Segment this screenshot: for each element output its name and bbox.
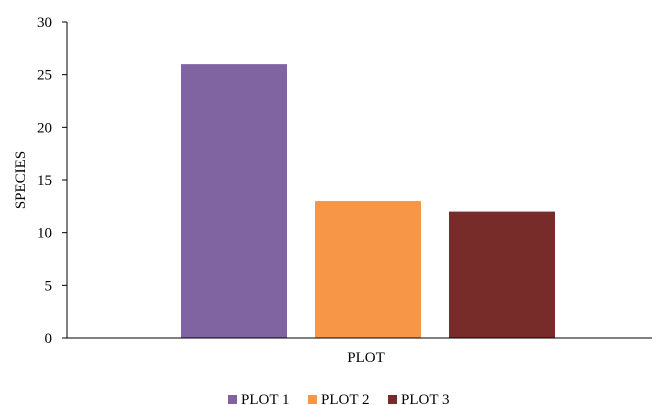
bar-3 xyxy=(449,211,555,338)
y-tick-label: 0 xyxy=(45,331,53,347)
y-tick-label: 20 xyxy=(37,120,52,136)
y-tick-label: 25 xyxy=(37,68,52,84)
legend-swatch-3 xyxy=(388,395,397,404)
bar-1 xyxy=(181,64,287,338)
legend-label-3: PLOT 3 xyxy=(401,392,449,405)
legend-label-1: PLOT 1 xyxy=(241,392,289,405)
legend-swatch-1 xyxy=(228,395,237,404)
y-axis-label: SPECIES xyxy=(13,151,29,209)
bars xyxy=(181,64,555,338)
bar-2 xyxy=(315,201,421,338)
y-tick-label: 10 xyxy=(37,226,52,242)
y-tick-label: 30 xyxy=(37,15,52,31)
y-tick-label: 15 xyxy=(37,173,52,189)
legend-label-2: PLOT 2 xyxy=(321,392,369,405)
y-tick-label: 5 xyxy=(45,278,53,294)
legend: PLOT 1 PLOT 2 PLOT 3 xyxy=(228,392,449,405)
y-axis-ticks: 0 5 10 15 20 25 30 xyxy=(37,15,67,347)
legend-swatch-2 xyxy=(308,395,317,404)
x-axis-label: PLOT xyxy=(347,350,385,366)
